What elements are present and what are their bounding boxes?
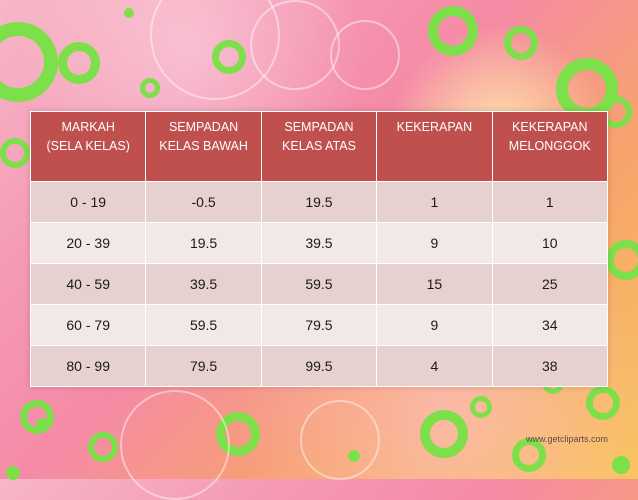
frequency-table-container: MARKAH (SELA KELAS) SEMPADAN KELAS BAWAH… xyxy=(29,111,609,387)
header-kekerapan-melonggok: KEKERAPAN MELONGGOK xyxy=(491,111,609,182)
table-row: 0 - 19 -0.5 19.5 1 1 xyxy=(29,181,609,223)
green-dot xyxy=(124,8,134,18)
cell-markah: 40 - 59 xyxy=(29,263,147,305)
cell-kekerapan: 4 xyxy=(376,345,493,387)
cell-kelas-atas: 19.5 xyxy=(260,181,378,223)
cell-kekerapan-melonggok: 10 xyxy=(491,222,609,264)
green-ring xyxy=(88,432,118,462)
header-sempadan-kelas-bawah: SEMPADAN KELAS BAWAH xyxy=(145,111,262,182)
table-header-row: MARKAH (SELA KELAS) SEMPADAN KELAS BAWAH… xyxy=(29,111,609,182)
green-ring xyxy=(512,438,546,472)
cell-kelas-bawah: -0.5 xyxy=(145,181,262,223)
cell-kelas-atas: 59.5 xyxy=(260,263,378,305)
cell-markah: 80 - 99 xyxy=(29,345,147,387)
cell-markah: 0 - 19 xyxy=(29,181,147,223)
cell-kekerapan-melonggok: 1 xyxy=(491,181,609,223)
green-ring xyxy=(20,400,54,434)
watermark-text: www.getcliparts.com xyxy=(525,434,608,444)
green-ring xyxy=(58,42,100,84)
white-circle xyxy=(250,0,340,90)
table-row: 80 - 99 79.5 99.5 4 38 xyxy=(29,345,609,387)
cell-kekerapan: 9 xyxy=(376,222,493,264)
frequency-table: MARKAH (SELA KELAS) SEMPADAN KELAS BAWAH… xyxy=(29,111,609,387)
white-circle xyxy=(330,20,400,90)
cell-kelas-bawah: 79.5 xyxy=(145,345,262,387)
green-ring xyxy=(0,138,30,168)
green-ring xyxy=(606,240,638,280)
green-dot xyxy=(36,418,50,432)
table-row: 60 - 79 59.5 79.5 9 34 xyxy=(29,304,609,346)
cell-markah: 60 - 79 xyxy=(29,304,147,346)
cell-kelas-atas: 79.5 xyxy=(260,304,378,346)
cell-kelas-bawah: 59.5 xyxy=(145,304,262,346)
green-ring xyxy=(586,386,620,420)
green-ring xyxy=(470,396,492,418)
cell-kelas-atas: 39.5 xyxy=(260,222,378,264)
cell-kekerapan-melonggok: 38 xyxy=(491,345,609,387)
cell-kekerapan: 15 xyxy=(376,263,493,305)
cell-kekerapan: 1 xyxy=(376,181,493,223)
cell-markah: 20 - 39 xyxy=(29,222,147,264)
table-row: 20 - 39 19.5 39.5 9 10 xyxy=(29,222,609,264)
green-dot xyxy=(6,466,20,480)
header-markah: MARKAH (SELA KELAS) xyxy=(29,111,147,182)
table-row: 40 - 59 39.5 59.5 15 25 xyxy=(29,263,609,305)
green-ring xyxy=(140,78,160,98)
cell-kelas-bawah: 19.5 xyxy=(145,222,262,264)
cell-kelas-bawah: 39.5 xyxy=(145,263,262,305)
green-dot xyxy=(612,456,630,474)
cell-kelas-atas: 99.5 xyxy=(260,345,378,387)
cell-kekerapan-melonggok: 34 xyxy=(491,304,609,346)
green-ring xyxy=(504,26,538,60)
white-circle xyxy=(120,390,230,500)
white-circle xyxy=(300,400,380,480)
cell-kekerapan-melonggok: 25 xyxy=(491,263,609,305)
green-ring xyxy=(420,410,468,458)
header-kekerapan: KEKERAPAN xyxy=(376,111,493,182)
cell-kekerapan: 9 xyxy=(376,304,493,346)
green-ring xyxy=(428,6,478,56)
header-sempadan-kelas-atas: SEMPADAN KELAS ATAS xyxy=(260,111,378,182)
